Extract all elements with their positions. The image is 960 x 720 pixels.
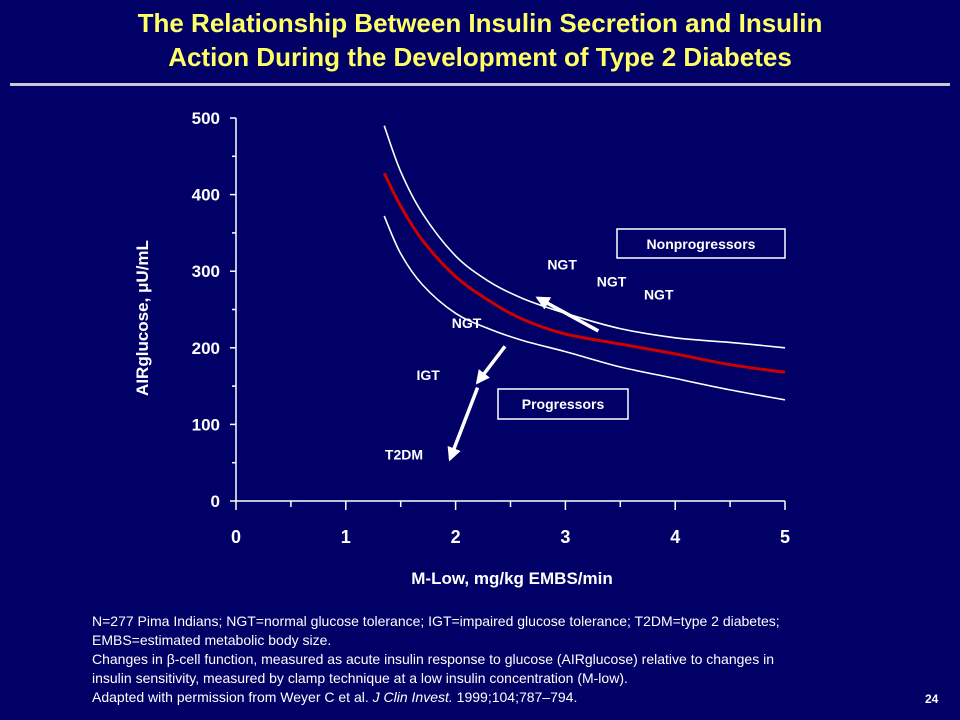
annotation-ngt: NGT <box>452 315 482 331</box>
mean-curve <box>382 172 786 374</box>
annotation-ngt: NGT <box>644 287 674 303</box>
footnote-line-1: N=277 Pima Indians; NGT=normal glucose t… <box>92 613 780 629</box>
x-axis-label: M-Low, mg/kg EMBS/min <box>411 569 612 588</box>
progressors-box: Progressors <box>497 388 629 420</box>
insulin-chart: 0 100 200 300 400 500 0 1 2 3 4 5 NGT NGT NGT NGT IGT T2… <box>133 109 790 588</box>
footnote: N=277 Pima Indians; NGT=normal glucose t… <box>92 612 912 707</box>
title-line-2: Action During the Development of Type 2 … <box>168 42 792 72</box>
footnote-line-5: Adapted with permission from Weyer C et … <box>92 688 912 707</box>
footnote-line-2: EMBS=estimated metabolic body size. <box>92 632 332 648</box>
citation-journal: J Clin Invest. <box>372 689 453 705</box>
x-tick-label: 2 <box>451 527 461 547</box>
chart-annotations: NGT NGT NGT NGT IGT T2DM <box>385 257 674 463</box>
title-divider <box>10 83 950 86</box>
citation-suffix: 1999;104;787–794. <box>452 689 578 705</box>
nonprogressors-box: Nonprogressors <box>616 228 786 259</box>
progression-arrow <box>535 296 600 333</box>
annotation-ngt: NGT <box>597 274 627 290</box>
x-tick-label: 5 <box>780 527 790 547</box>
footnote-line-4: insulin sensitivity, measured by clamp t… <box>92 670 628 686</box>
y-axis-label: AIRglucose, μU/mL <box>133 240 152 396</box>
progression-arrow <box>447 387 480 462</box>
citation-prefix: Adapted with permission from Weyer C et … <box>92 689 373 705</box>
annotation-ngt: NGT <box>547 257 577 273</box>
x-tick-label: 1 <box>341 527 351 547</box>
y-tick-label: 500 <box>192 109 220 128</box>
lower-bound-curve <box>383 215 786 401</box>
annotation-t2dm: T2DM <box>385 447 423 463</box>
y-tick-label: 200 <box>192 339 220 358</box>
title-line-1: The Relationship Between Insulin Secreti… <box>137 8 823 38</box>
upper-bound-curve <box>383 125 786 349</box>
progressors-label: Progressors <box>522 396 605 412</box>
annotation-igt: IGT <box>416 367 440 383</box>
nonprogressors-label: Nonprogressors <box>647 236 756 252</box>
x-tick-label: 3 <box>560 527 570 547</box>
slide-title: The Relationship Between Insulin Secreti… <box>0 6 960 74</box>
y-tick-label: 400 <box>192 186 220 205</box>
y-tick-label: 300 <box>192 262 220 281</box>
chart-series <box>382 125 786 401</box>
chart-axes: 0 100 200 300 400 500 0 1 2 3 4 5 <box>192 109 790 547</box>
x-tick-label: 4 <box>670 527 680 547</box>
y-tick-label: 0 <box>211 492 220 511</box>
page-number: 24 <box>925 692 939 706</box>
x-tick-label: 0 <box>231 527 241 547</box>
y-tick-label: 100 <box>192 415 220 434</box>
progression-arrow <box>475 345 507 385</box>
footnote-line-3: Changes in β-cell function, measured as … <box>92 651 774 667</box>
